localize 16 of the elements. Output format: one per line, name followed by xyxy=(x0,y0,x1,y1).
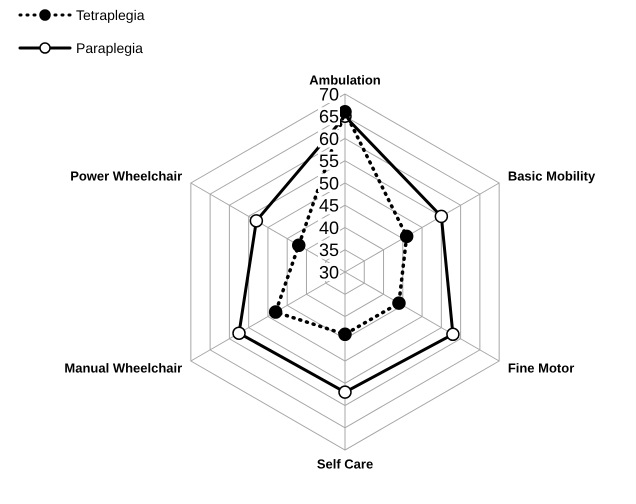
legend-label: Tetraplegia xyxy=(76,6,145,23)
spoke-label: Power Wheelchair xyxy=(70,168,182,184)
y-tick-label: 70 xyxy=(318,84,339,104)
y-tick-label: 40 xyxy=(318,218,339,238)
spoke-label: Basic Mobility xyxy=(508,168,596,184)
legend-label: Paraplegia xyxy=(76,40,144,56)
y-tick-label: 55 xyxy=(318,151,339,172)
y-tick-label: 30 xyxy=(318,262,339,282)
spoke-label: Manual Wheelchair xyxy=(64,360,182,376)
y-tick-label: 60 xyxy=(318,128,339,149)
y-tick-label: 65 xyxy=(318,106,339,127)
y-tick-label: 50 xyxy=(318,173,339,194)
y-tick-label: 35 xyxy=(318,240,339,260)
spoke-label: Self Care xyxy=(316,456,374,472)
spoke-label: Fine Motor xyxy=(508,360,574,376)
y-tick-label: 45 xyxy=(318,196,339,216)
